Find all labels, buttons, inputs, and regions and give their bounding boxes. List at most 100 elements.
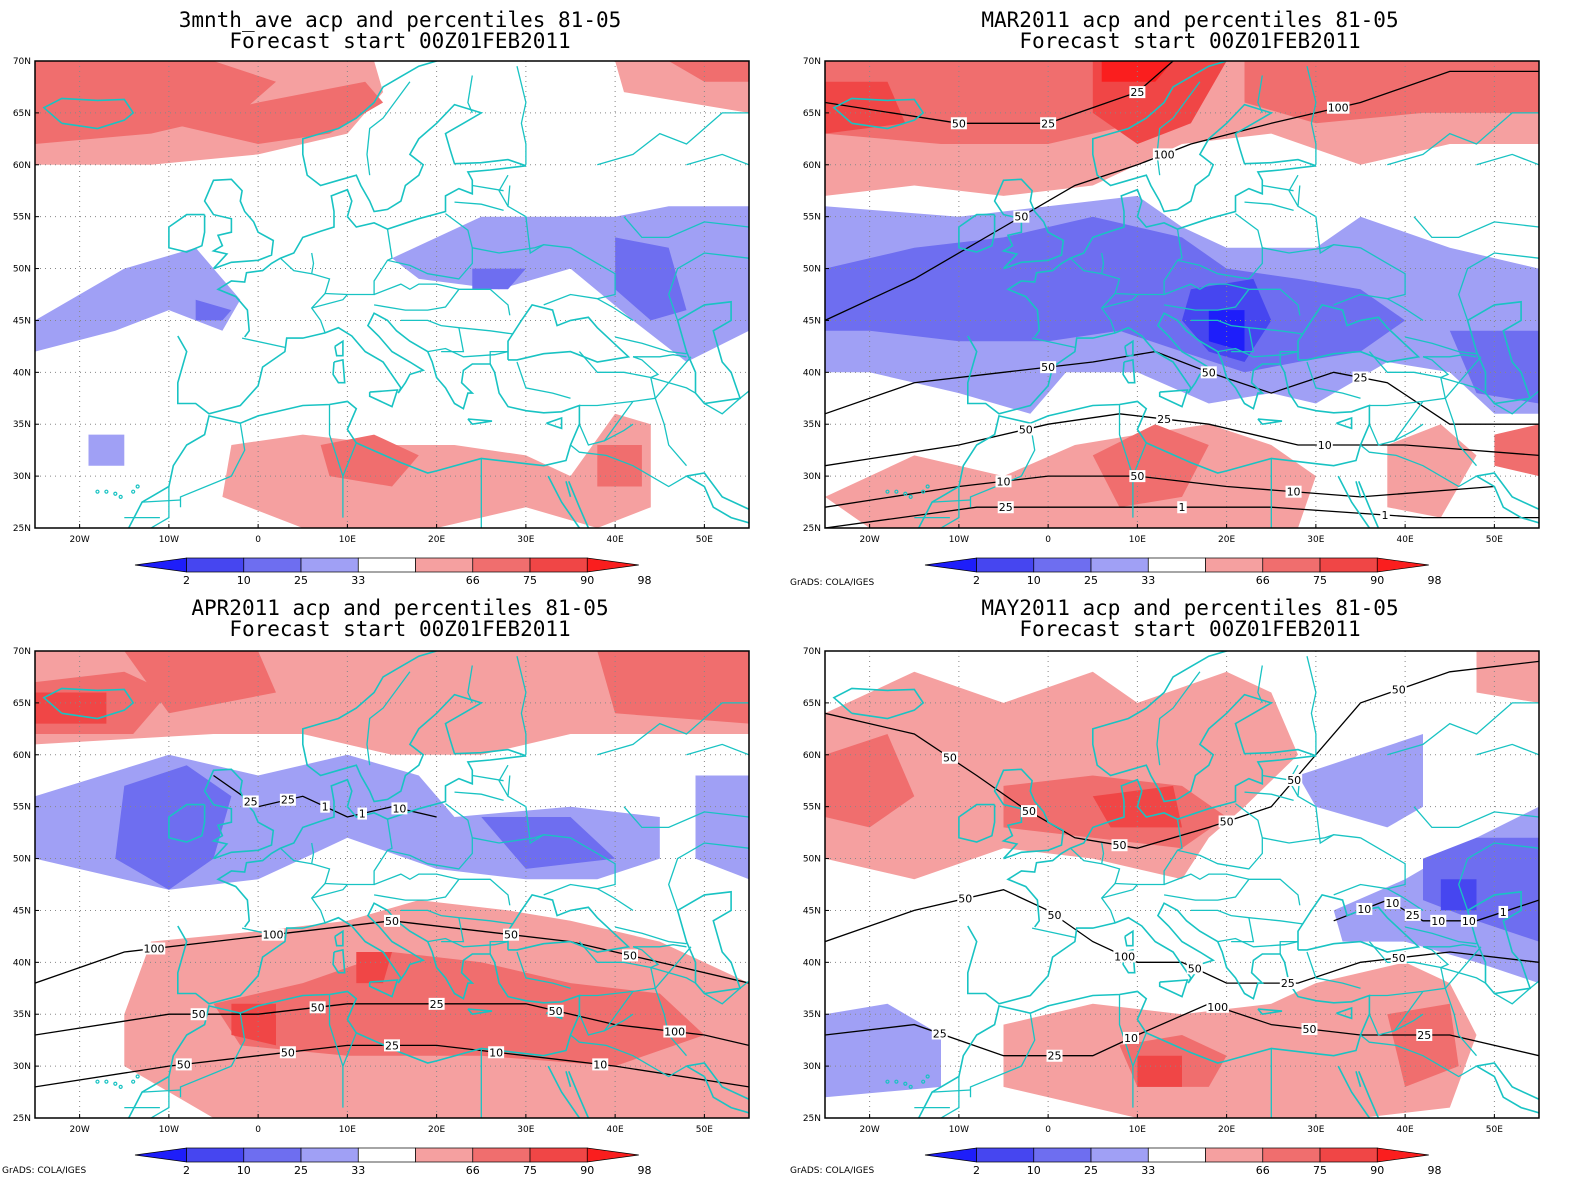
legend-arrow-right — [586, 557, 639, 573]
border-line — [623, 216, 749, 239]
border-line — [1423, 354, 1477, 358]
contour-label: 50 — [311, 1001, 325, 1014]
coastline — [42, 687, 135, 720]
island — [118, 1084, 123, 1089]
lon-tick-label: 10W — [159, 1125, 179, 1135]
coastline — [168, 213, 206, 253]
lat-tick-label: 35N — [803, 1010, 821, 1020]
contour-label: 100 — [263, 929, 284, 942]
border-line — [1262, 834, 1334, 844]
contour-label: 50 — [192, 1008, 206, 1021]
coastline — [1158, 389, 1189, 408]
island — [894, 489, 899, 494]
legend-label: 66 — [466, 1164, 480, 1177]
border-line — [1031, 337, 1076, 349]
border-line — [1404, 336, 1477, 355]
contour-label: 50 — [1041, 361, 1055, 374]
lat-tick-label: 55N — [13, 213, 31, 223]
border-line — [650, 966, 696, 984]
lat-tick-label: 40N — [13, 958, 31, 968]
border-line — [1368, 991, 1424, 1036]
legend-swatch — [415, 1147, 474, 1163]
island — [95, 489, 100, 494]
border-line — [1368, 401, 1424, 446]
legend-swatch — [1205, 1147, 1264, 1163]
contour-label: 25 — [281, 794, 295, 807]
border-line — [498, 764, 509, 797]
border-line — [1176, 229, 1183, 261]
border-line — [932, 1089, 971, 1093]
border-line — [328, 994, 344, 1067]
border-line — [1386, 298, 1424, 321]
coastline — [1124, 339, 1134, 357]
border-line — [1231, 917, 1255, 943]
legend-arrow-right — [1376, 1147, 1429, 1163]
border-line — [1444, 946, 1482, 989]
border-line — [604, 1013, 634, 1032]
legend-label: 10 — [1027, 1164, 1041, 1177]
contour-label-bg — [547, 1004, 564, 1017]
border-line — [373, 878, 511, 906]
legend-label: 75 — [523, 1164, 537, 1177]
legend-swatch — [529, 557, 588, 573]
contour-label-bg — [309, 1001, 326, 1014]
border-line — [1101, 884, 1138, 899]
border-line — [1297, 185, 1361, 255]
coastline — [1466, 300, 1532, 405]
border-line — [279, 847, 331, 924]
island — [113, 491, 118, 496]
lat-tick-label: 30N — [803, 1062, 821, 1072]
contour-label-bg — [1498, 905, 1509, 918]
shaded-region-b25 — [615, 237, 687, 321]
border-line — [1257, 665, 1263, 704]
legend-label: 33 — [1141, 574, 1155, 587]
contour-label-bg — [1017, 423, 1034, 436]
shaded-region-r75 — [213, 952, 705, 1067]
panel-title-line2: Forecast start 00Z01FEB2011 — [1019, 617, 1361, 641]
contour-label: 1 — [1179, 501, 1186, 514]
border-line — [1333, 837, 1406, 896]
coastline — [993, 178, 1065, 270]
lon-tick-label: 50E — [1486, 535, 1503, 545]
border-line — [1404, 926, 1477, 945]
shaded-region-r75 — [35, 61, 276, 144]
contour-label: 50 — [549, 1005, 563, 1018]
border-line — [1069, 257, 1121, 334]
border-line — [543, 247, 616, 306]
contour-label-bg — [1186, 962, 1203, 975]
border-line — [1231, 327, 1255, 353]
border-line — [1118, 994, 1134, 1067]
contour-label-bg — [1430, 914, 1447, 927]
border-line — [704, 397, 741, 415]
lat-tick-label: 45N — [803, 316, 821, 326]
shaded-region-b25 — [115, 765, 232, 890]
contour-label: 50 — [1287, 774, 1301, 787]
contour-label: 1 — [1382, 509, 1389, 522]
coastline — [1336, 416, 1353, 430]
axis-labels: 70N 65N 60N 55N 50N 45N 40N 35N 30N 25N 20W 10W 0 10E… — [13, 57, 713, 545]
border-line — [668, 252, 749, 321]
coastline — [1006, 651, 1317, 928]
lat-tick-label: 45N — [13, 906, 31, 916]
island — [885, 1079, 890, 1084]
lon-tick-label: 10E — [1129, 535, 1146, 545]
contour-label: 10 — [997, 475, 1011, 488]
contour-label-bg — [503, 928, 519, 941]
axis-labels: 70N 65N 60N 55N 50N 45N 40N 35N 30N 25N 20W 10W 0 10E… — [803, 57, 1503, 545]
grid-lines — [35, 61, 749, 528]
lon-tick-label: 10W — [949, 1125, 969, 1135]
axis-labels: 70N 65N 60N 55N 50N 45N 40N 35N 30N 25N 20W 10W 0 10E… — [803, 647, 1503, 1135]
legend-swatch — [243, 1147, 302, 1163]
contour-labels: 50 50 50 50 50 50 50 50 100 50 25 50 25 25 10 100 50 25 10… — [931, 683, 1509, 1063]
shaded-region-r75 — [597, 445, 642, 487]
contour-label: 100 — [1207, 1001, 1228, 1014]
border-line — [1413, 216, 1539, 239]
map-panel-2: MAR2011 acp and percentiles 81-05 Foreca… — [790, 0, 1596, 590]
border-line — [454, 201, 504, 212]
contour-label-bg — [1416, 1028, 1433, 1041]
shaded-region-b33 — [1298, 734, 1423, 828]
legend-label: 75 — [523, 574, 537, 587]
contour-label: 50 — [1022, 805, 1036, 818]
contour-label-bg — [242, 795, 259, 808]
contour-label-bg — [1040, 361, 1057, 374]
